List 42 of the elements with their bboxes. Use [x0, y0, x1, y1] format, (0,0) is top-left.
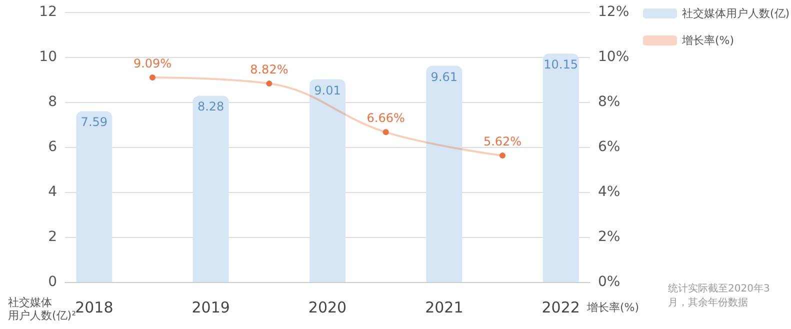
y-tick-label: 0 [48, 274, 57, 290]
y-tick-label: 2 [48, 229, 57, 245]
y2-axis-title: 增长率(%) [586, 301, 640, 314]
y-tick-label: 8 [48, 94, 57, 110]
point [266, 80, 272, 87]
legend-label: 增长率(%) [681, 34, 734, 47]
bar [76, 111, 112, 282]
y-tick-label: 12 [39, 4, 57, 20]
text: 统计实际截至2020年3月，其余年份数据 [668, 282, 770, 308]
point [150, 74, 156, 80]
bar [542, 54, 579, 282]
legend-label: 社交媒体用户人数(亿) [682, 7, 790, 20]
y-tick-label: 4 [48, 184, 58, 200]
y2-tick-label: 0% [598, 274, 620, 290]
data-label: 10.15 [544, 58, 578, 72]
bar [192, 96, 229, 282]
x-tick-label: 2020 [308, 298, 347, 316]
data-label: 9.09% [133, 56, 172, 70]
y2-tick-label: 6% [598, 139, 620, 155]
y2-tick-label: 4% [598, 184, 620, 200]
y-tick-label: 6 [48, 139, 58, 155]
bar [426, 66, 462, 282]
y2-tick-label: 10% [598, 49, 630, 65]
x-tick-label: 2018 [75, 298, 114, 316]
data-label: 8.82% [250, 62, 288, 77]
y2-tick-label: 2% [598, 229, 620, 245]
data-label: 5.62% [483, 134, 522, 149]
y2-tick-label: 12% [598, 4, 630, 20]
x-tick-label: 2022 [542, 298, 580, 316]
y2-tick-label: 8% [598, 94, 620, 110]
data-label: 9.61 [430, 70, 458, 84]
x-tick-label: 2021 [425, 298, 464, 316]
y-axis-title: 社交媒体用户人数(亿)² [8, 296, 76, 322]
data-label: 9.01 [314, 83, 341, 98]
x-tick-label: 2019 [192, 298, 230, 316]
point [382, 129, 389, 136]
data-label: 6.66% [366, 111, 405, 126]
data-label: 7.59 [80, 115, 108, 130]
data-label: 8.28 [197, 100, 224, 114]
point [500, 152, 506, 159]
bar [310, 79, 346, 282]
y-tick-label: 10 [39, 49, 57, 65]
